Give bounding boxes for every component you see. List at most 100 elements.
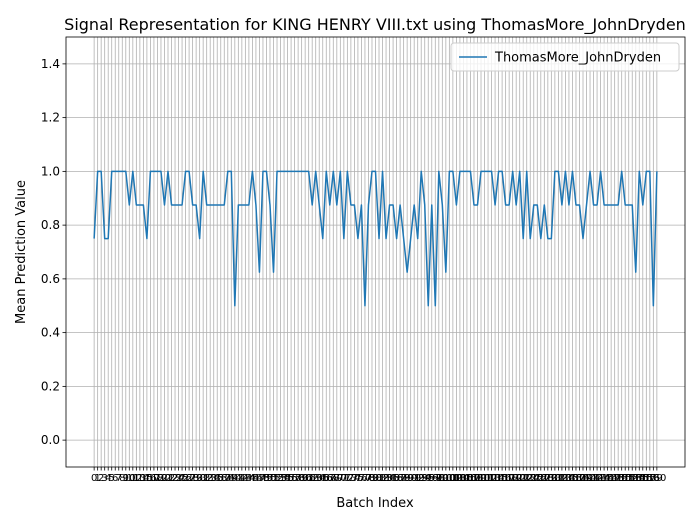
legend-label: ThomasMore_JohnDryden [494, 51, 661, 66]
x-tick-label: 137 [566, 473, 585, 484]
x-tick-label: 35 [211, 473, 224, 484]
x-tick-label: 141 [580, 473, 599, 484]
x-tick-label: 27 [183, 473, 196, 484]
x-axis-label: Batch Index [336, 496, 414, 511]
x-tick-label: 2 [98, 473, 104, 484]
x-tick-label: 96 [425, 473, 438, 484]
y-tick-label: 1.4 [41, 57, 60, 71]
x-tick-label: 56 [285, 473, 298, 484]
x-tick-label: 100 [436, 473, 455, 484]
x-tick-label: 41 [232, 473, 245, 484]
y-tick-label: 1.0 [41, 164, 60, 178]
x-tick-label: 122 [514, 473, 533, 484]
x-tick-label: 53 [274, 473, 287, 484]
x-tick-label: 71 [337, 473, 350, 484]
x-tick-label: 37 [218, 473, 231, 484]
x-tick-label: 105 [454, 473, 473, 484]
x-tick-label: 90 [404, 473, 417, 484]
x-tick-label: 139 [573, 473, 592, 484]
x-tick-label: 60 [299, 473, 312, 484]
x-tick-label: 1 [94, 473, 100, 484]
y-tick-label: 0.6 [41, 272, 60, 286]
x-tick-label: 44 [243, 473, 256, 484]
data-line [93, 170, 658, 307]
x-tick-label: 80 [369, 473, 382, 484]
x-tick-label: 160 [647, 473, 666, 484]
x-tick-label: 109 [468, 473, 487, 484]
x-tick-label: 73 [345, 473, 358, 484]
y-tick-label: 0.0 [41, 433, 60, 447]
x-tick-label: 52 [271, 473, 284, 484]
x-tick-label: 47 [253, 473, 266, 484]
x-tick-label: 67 [323, 473, 336, 484]
x-tick-label: 101 [440, 473, 459, 484]
y-axis-label: Mean Prediction Value [14, 180, 29, 324]
x-tick-label: 65 [316, 473, 329, 484]
x-tick-label: 72 [341, 473, 354, 484]
chart-title: Signal Representation for KING HENRY VII… [64, 15, 686, 35]
x-tick-label: 19 [155, 473, 168, 484]
x-tick-label: 145 [595, 473, 614, 484]
x-tick-label: 20 [158, 473, 171, 484]
x-tick-label: 6 [112, 473, 118, 484]
x-tick-label: 117 [496, 473, 515, 484]
x-tick-label: 43 [239, 473, 252, 484]
x-tick-label: 30 [193, 473, 206, 484]
x-tick-label: 149 [609, 473, 628, 484]
y-tick-label: 0.4 [41, 326, 60, 340]
x-tick-label: 151 [616, 473, 635, 484]
x-tick-label: 63 [309, 473, 322, 484]
x-tick-label: 91 [408, 473, 421, 484]
x-tick-label: 130 [542, 473, 561, 484]
y-tick-label: 1.2 [41, 111, 60, 125]
x-tick-label: 31 [197, 473, 210, 484]
x-tick-label: 76 [355, 473, 368, 484]
x-tick-label: 128 [535, 473, 554, 484]
x-tick-label: 132 [549, 473, 568, 484]
x-tick-label: 9 [123, 473, 129, 484]
x-tick-label: 138 [570, 473, 589, 484]
x-tick-label: 7 [116, 473, 122, 484]
x-tick-label: 22 [165, 473, 178, 484]
x-tick-label: 104 [450, 473, 469, 484]
x-tick-label: 102 [443, 473, 462, 484]
x-tick-label: 17 [148, 473, 161, 484]
x-tick-label: 64 [313, 473, 326, 484]
x-tick-label: 156 [633, 473, 652, 484]
x-tick-label: 62 [306, 473, 319, 484]
x-tick-label: 150 [612, 473, 631, 484]
x-tick-label: 110 [471, 473, 490, 484]
x-tick-label: 58 [292, 473, 305, 484]
x-tick-label: 39 [225, 473, 238, 484]
x-tick-label: 143 [588, 473, 607, 484]
x-tick-label: 3 [102, 473, 108, 484]
legend-box [450, 42, 680, 72]
x-tick-label: 55 [281, 473, 294, 484]
x-tick-label: 146 [598, 473, 617, 484]
x-tick-label: 85 [387, 473, 400, 484]
x-tick-label: 136 [563, 473, 582, 484]
x-tick-label: 49 [260, 473, 273, 484]
x-tick-label: 81 [373, 473, 386, 484]
x-tick-label: 0 [91, 473, 97, 484]
x-tick-label: 99 [436, 473, 449, 484]
x-tick-label: 157 [637, 473, 656, 484]
x-tick-label: 112 [478, 473, 497, 484]
x-tick-label: 69 [330, 473, 343, 484]
x-tick-label: 12 [130, 473, 143, 484]
x-tick-label: 116 [493, 473, 512, 484]
x-tick-label: 82 [376, 473, 389, 484]
x-tick-label: 119 [503, 473, 522, 484]
x-tick-label: 135 [559, 473, 578, 484]
x-tick-label: 111 [475, 473, 494, 484]
x-tick-label: 125 [524, 473, 543, 484]
x-tick-label: 115 [489, 473, 508, 484]
x-tick-label: 5 [109, 473, 115, 484]
x-tick-label: 84 [383, 473, 396, 484]
legend: ThomasMore_JohnDryden [450, 42, 680, 72]
x-tick-label: 28 [186, 473, 199, 484]
x-tick-label: 98 [432, 473, 445, 484]
x-tick-label: 36 [214, 473, 227, 484]
x-tick-label: 95 [422, 473, 435, 484]
